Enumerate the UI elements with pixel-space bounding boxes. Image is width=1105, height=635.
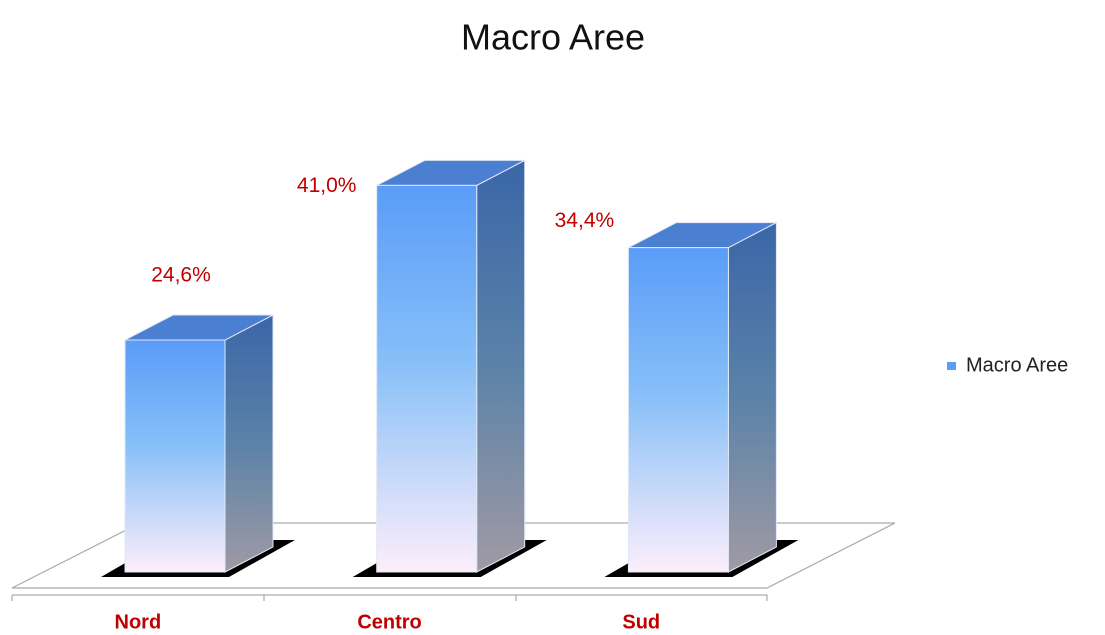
bar-side [476,159,526,573]
x-axis [11,594,768,601]
legend-label: Macro Aree [966,354,1068,376]
data-label: 41,0% [297,174,357,197]
chart-title: Macro Aree [461,17,645,58]
bar [627,247,729,573]
bar-side [224,314,274,573]
bar [124,339,226,573]
x-tick-label: Centro [357,611,421,633]
x-tick-label: Sud [622,611,660,633]
x-tick-label: Nord [115,611,162,633]
bar-side [727,221,777,573]
bar [376,184,478,573]
legend-marker [947,362,956,370]
data-label: 34,4% [555,209,615,232]
data-label: 24,6% [151,264,211,287]
